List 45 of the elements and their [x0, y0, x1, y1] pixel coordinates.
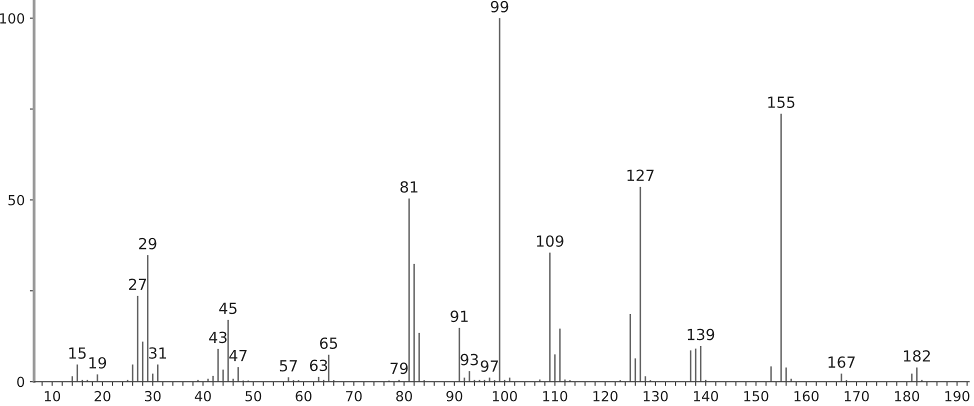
x-tick-label: 170: [844, 390, 869, 402]
x-tick-label: 140: [694, 390, 718, 402]
x-tick-label: 70: [346, 390, 362, 402]
x-tick-label: 10: [44, 390, 60, 402]
x-tick-label: 190: [945, 390, 970, 402]
y-tick-label: 0: [17, 376, 24, 388]
x-tick-label: 80: [396, 390, 412, 402]
annotation: 63: [310, 360, 328, 372]
y-tick-label: 50: [8, 194, 24, 206]
annotation: 139: [688, 328, 714, 340]
annotation: 97: [480, 360, 498, 372]
annotation: 91: [450, 310, 468, 322]
annotation: 45: [219, 302, 237, 314]
annotation: 15: [69, 347, 86, 359]
annotation: 43: [209, 332, 227, 344]
annotation: 79: [390, 362, 408, 374]
x-tick-label: 160: [794, 390, 819, 402]
x-tick-label: 120: [593, 390, 618, 402]
x-tick-label: 130: [644, 390, 668, 402]
annotation: 127: [627, 170, 654, 181]
annotation: 99: [490, 0, 508, 12]
annotation: 31: [149, 347, 166, 359]
x-tick-label: 110: [543, 390, 568, 402]
y-tick-label: 100: [0, 13, 24, 24]
x-tick-label: 50: [246, 390, 262, 402]
annotation: 29: [139, 238, 156, 250]
x-tick-label: 20: [94, 390, 110, 402]
x-tick-label: 40: [194, 390, 211, 402]
annotation: 57: [280, 360, 297, 372]
x-tick-label: 180: [895, 390, 920, 402]
annotation: 81: [400, 181, 418, 193]
annotation: 167: [828, 356, 855, 368]
annotation: 109: [536, 235, 564, 247]
x-tick-label: 90: [446, 390, 462, 402]
annotation: 93: [460, 354, 478, 366]
annotation: 65: [320, 337, 338, 350]
x-tick-label: 150: [744, 390, 768, 402]
annotation: 27: [129, 278, 146, 290]
x-tick-label: 30: [144, 390, 161, 402]
annotation: 155: [768, 96, 794, 108]
x-tick-label: 100: [492, 390, 517, 402]
annotation: 182: [904, 350, 930, 362]
annotation: 19: [89, 357, 106, 369]
x-tick-label: 60: [296, 390, 312, 402]
annotation: 47: [229, 350, 247, 362]
